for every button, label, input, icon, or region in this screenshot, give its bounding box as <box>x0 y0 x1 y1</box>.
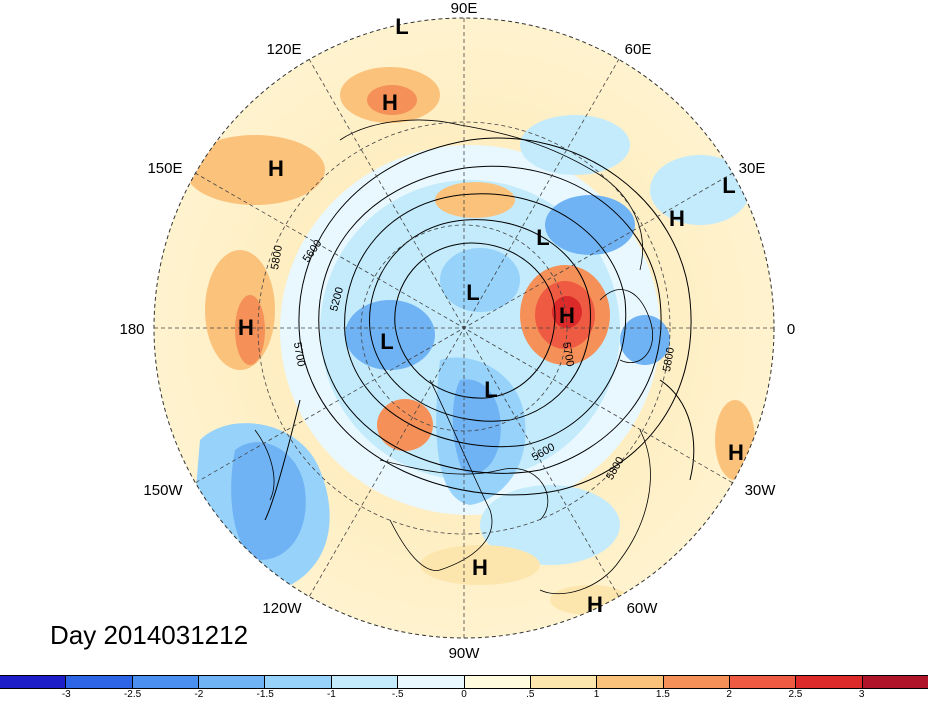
colorbar-swatch <box>464 676 531 688</box>
colorbar-swatch <box>530 676 598 688</box>
date-label: Day 2014031212 <box>50 620 249 650</box>
colorbar-tick-label: -.5 <box>391 689 404 700</box>
colorbar-tick-label: 1.5 <box>655 689 670 700</box>
graticule <box>154 18 774 638</box>
contour-label: 5800 <box>269 244 285 270</box>
contour-label: 5700 <box>560 341 576 367</box>
colorbar-tick-labels: -3 -2.5 -2 -1.5 -1 -.5 0 .5 1 1.5 2 2.5 3 <box>0 689 928 702</box>
colorbar <box>0 675 928 689</box>
lon-label-90w: 90W <box>449 645 481 662</box>
lon-label-30e: 30E <box>739 160 766 177</box>
colorbar-tick-label: 2 <box>726 689 732 700</box>
colorbar-swatch <box>862 676 928 688</box>
low-center: L <box>536 225 549 250</box>
low-center: L <box>380 329 393 354</box>
colorbar-swatch <box>331 676 399 688</box>
colorbar-swatch <box>729 676 797 688</box>
colorbar-tick-label: -2.5 <box>123 689 142 700</box>
lon-label-180: 180 <box>119 321 144 338</box>
map-boundary <box>153 17 775 639</box>
lon-label-60e: 60E <box>625 41 652 58</box>
colorbar-tick-label: 3 <box>858 689 865 700</box>
coastlines <box>254 119 654 595</box>
low-center: L <box>466 280 479 305</box>
anomaly-shading <box>154 18 774 638</box>
high-center: H <box>268 156 284 181</box>
colorbar-tick-label: 0 <box>461 689 467 700</box>
colorbar-tick-label: .5 <box>526 689 535 700</box>
colorbar-swatch <box>398 676 465 688</box>
lon-label-150w: 150W <box>143 482 183 499</box>
colorbar-swatch <box>265 676 332 688</box>
lon-label-30w: 30W <box>745 482 777 499</box>
lon-label-150e: 150E <box>147 160 182 177</box>
high-center: H <box>728 440 744 465</box>
lon-label-90e: 90E <box>451 0 478 17</box>
colorbar-swatch <box>0 676 67 688</box>
colorbar-swatch <box>597 676 664 688</box>
colorbar-swatch <box>66 676 133 688</box>
high-center: H <box>382 90 398 115</box>
colorbar-tick-label: 1 <box>593 689 600 700</box>
high-center: H <box>559 303 575 328</box>
lon-label-120e: 120E <box>266 41 301 58</box>
height-contours <box>264 137 695 521</box>
lon-label-0: 0 <box>787 321 795 338</box>
colorbar-tick-label: -2 <box>194 689 204 700</box>
colorbar-tick-label: -1.5 <box>256 689 274 700</box>
lon-label-120w: 120W <box>262 600 302 617</box>
colorbar-swatch <box>132 676 200 688</box>
colorbar-swatch <box>199 676 266 688</box>
colorbar-swatch <box>663 676 730 688</box>
high-center: H <box>587 592 603 617</box>
low-center: L <box>722 173 735 198</box>
lon-label-60w: 60W <box>627 600 659 617</box>
contour-label: 5800 <box>661 346 677 372</box>
colorbar-tick-label: 2.5 <box>788 689 803 700</box>
low-center: L <box>484 377 497 402</box>
high-center: H <box>669 206 685 231</box>
colorbar-tick-label: -1 <box>326 689 336 700</box>
colorbar-tick-label: -3 <box>61 689 71 700</box>
contour-label: 5700 <box>291 341 307 367</box>
high-center: H <box>472 555 488 580</box>
colorbar-swatch <box>796 676 863 688</box>
high-center: H <box>238 315 254 340</box>
low-center: L <box>395 14 408 39</box>
